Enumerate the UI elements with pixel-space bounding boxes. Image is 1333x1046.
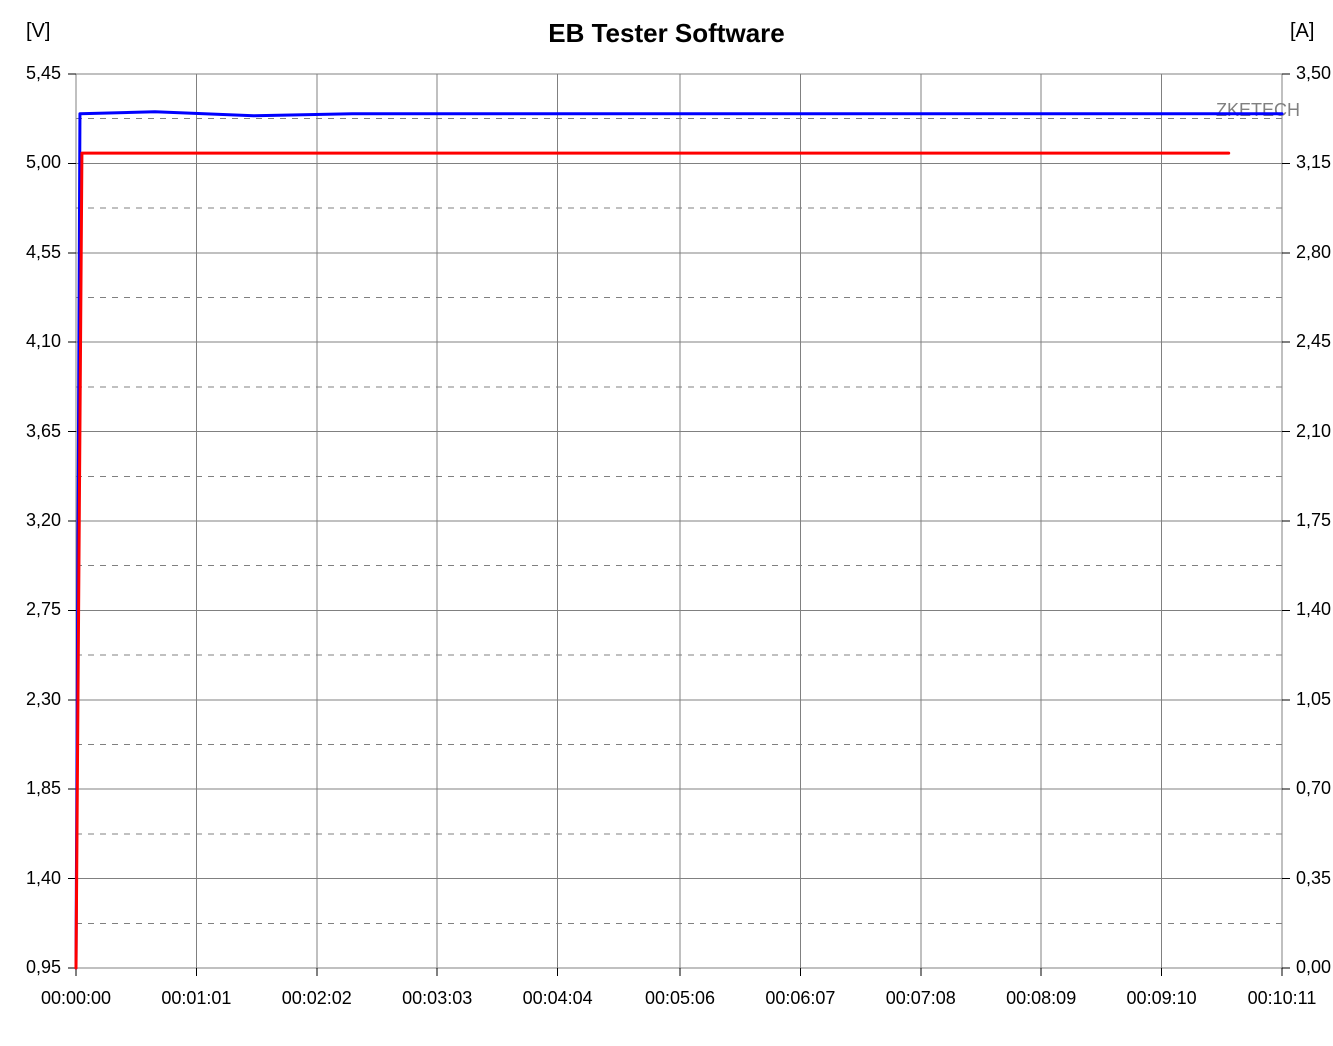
y-right-tick-label: 0,35 [1296, 868, 1331, 889]
y-right-tick-label: 2,45 [1296, 331, 1331, 352]
y-left-tick-label: 3,65 [26, 421, 61, 442]
series-voltage [76, 112, 1282, 968]
y-left-tick-label: 1,40 [26, 868, 61, 889]
y-right-tick-label: 3,15 [1296, 152, 1331, 173]
y-left-tick-label: 5,45 [26, 63, 61, 84]
x-tick-label: 00:07:08 [879, 988, 963, 1009]
y-left-tick-label: 5,00 [26, 152, 61, 173]
y-right-tick-label: 0,70 [1296, 778, 1331, 799]
y-right-tick-label: 0,00 [1296, 957, 1331, 978]
y-right-tick-label: 2,10 [1296, 421, 1331, 442]
y-left-tick-label: 1,85 [26, 778, 61, 799]
y-right-tick-label: 1,05 [1296, 689, 1331, 710]
y-left-tick-label: 0,95 [26, 957, 61, 978]
y-left-tick-label: 2,75 [26, 599, 61, 620]
x-tick-label: 00:03:03 [395, 988, 479, 1009]
chart-wrapper: { "chart": { "type": "line-dual-axis", "… [0, 0, 1333, 1046]
y-left-tick-label: 2,30 [26, 689, 61, 710]
series-current [76, 153, 1229, 968]
y-left-tick-label: 4,10 [26, 331, 61, 352]
y-right-tick-label: 1,40 [1296, 599, 1331, 620]
y-right-tick-label: 1,75 [1296, 510, 1331, 531]
y-left-tick-label: 3,20 [26, 510, 61, 531]
x-tick-label: 00:08:09 [999, 988, 1083, 1009]
x-tick-label: 00:00:00 [34, 988, 118, 1009]
x-tick-label: 00:04:04 [516, 988, 600, 1009]
x-tick-label: 00:05:06 [638, 988, 722, 1009]
y-left-tick-label: 4,55 [26, 242, 61, 263]
chart-plot-svg [0, 0, 1333, 1046]
x-tick-label: 00:01:01 [154, 988, 238, 1009]
y-right-tick-label: 2,80 [1296, 242, 1331, 263]
y-right-tick-label: 3,50 [1296, 63, 1331, 84]
x-tick-label: 00:10:11 [1240, 988, 1324, 1009]
x-tick-label: 00:09:10 [1120, 988, 1204, 1009]
x-tick-label: 00:06:07 [758, 988, 842, 1009]
x-tick-label: 00:02:02 [275, 988, 359, 1009]
